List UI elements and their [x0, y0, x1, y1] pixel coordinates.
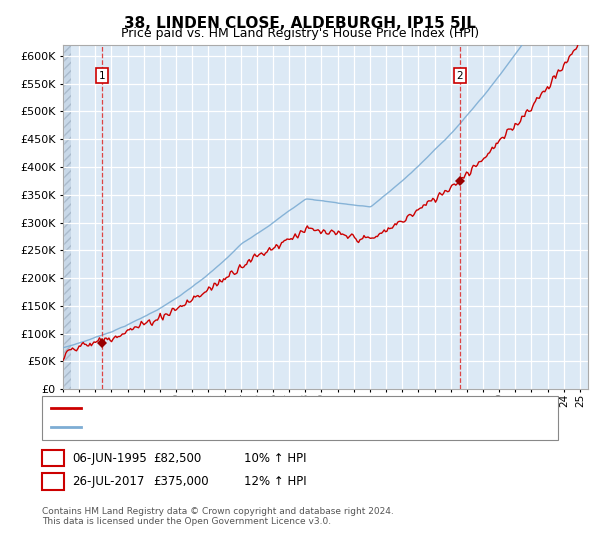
Text: 1: 1: [99, 71, 106, 81]
Text: 38, LINDEN CLOSE, ALDEBURGH, IP15 5JL: 38, LINDEN CLOSE, ALDEBURGH, IP15 5JL: [124, 16, 476, 31]
Text: 38, LINDEN CLOSE, ALDEBURGH, IP15 5JL (detached house): 38, LINDEN CLOSE, ALDEBURGH, IP15 5JL (d…: [87, 403, 419, 413]
Text: Contains HM Land Registry data © Crown copyright and database right 2024.
This d: Contains HM Land Registry data © Crown c…: [42, 507, 394, 526]
Text: HPI: Average price, detached house, East Suffolk: HPI: Average price, detached house, East…: [87, 422, 359, 432]
Text: 10% ↑ HPI: 10% ↑ HPI: [244, 451, 306, 465]
Text: 12% ↑ HPI: 12% ↑ HPI: [244, 475, 306, 488]
Text: 2: 2: [457, 71, 463, 81]
Text: Price paid vs. HM Land Registry's House Price Index (HPI): Price paid vs. HM Land Registry's House …: [121, 27, 479, 40]
Text: 1: 1: [49, 451, 56, 465]
Text: 2: 2: [49, 475, 56, 488]
Text: £82,500: £82,500: [154, 451, 202, 465]
Bar: [63, 45, 71, 389]
Text: 26-JUL-2017: 26-JUL-2017: [73, 475, 145, 488]
Text: 06-JUN-1995: 06-JUN-1995: [73, 451, 148, 465]
Text: £375,000: £375,000: [154, 475, 209, 488]
